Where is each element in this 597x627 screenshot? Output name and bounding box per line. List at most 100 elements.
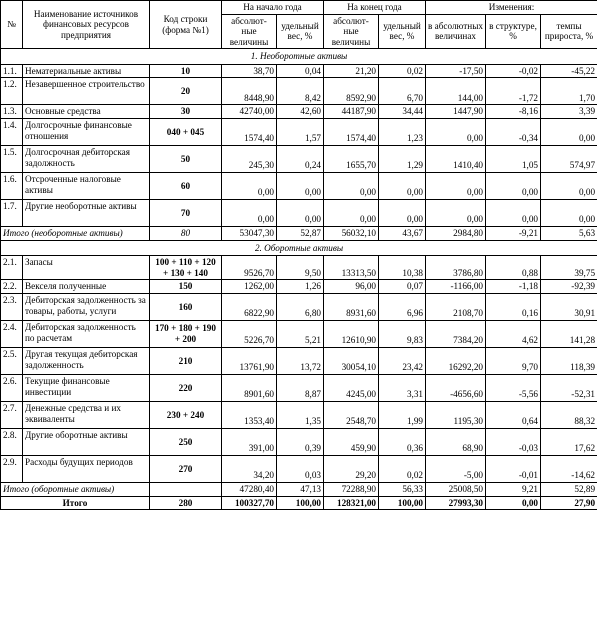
- value-cell: 0,00: [275, 172, 325, 201]
- value-cell: -0,03: [485, 427, 542, 456]
- value-cell: 68,90: [425, 427, 487, 456]
- header-cell: №: [0, 0, 23, 50]
- value-cell: 6,80: [275, 292, 325, 321]
- value-cell: 30,91: [540, 292, 597, 321]
- value-cell: 96,00: [323, 279, 380, 294]
- value-cell: 29,20: [323, 454, 380, 483]
- value-cell: 1574,40: [221, 118, 277, 147]
- value-cell: 88,32: [540, 400, 597, 429]
- value-cell: 574,97: [540, 145, 597, 174]
- section-row: 1. Необоротные активы: [0, 48, 597, 65]
- value-cell: 27993,30: [425, 495, 487, 511]
- row-name: Другие оборотные активы: [22, 427, 150, 456]
- value-cell: 27,90: [540, 495, 597, 511]
- row-name: Долгосрочная дебиторская задолжность: [22, 145, 150, 174]
- value-cell: 1655,70: [323, 145, 380, 174]
- value-cell: 6,96: [378, 292, 427, 321]
- value-cell: 1,26: [275, 279, 325, 294]
- value-cell: -5,56: [485, 373, 542, 402]
- data-row: 2.1. Запасы 100 + 110 + 120 + 130 + 140 952…: [0, 255, 597, 281]
- row-number: 1.1.: [0, 63, 23, 79]
- header-cell: удельный вес, %: [378, 13, 427, 50]
- header-cell: Код строки (форма №1): [149, 0, 222, 50]
- data-row: 1.3. Основные средства 30 42740,00 42,60 4418…: [0, 104, 597, 120]
- row-code: 160: [149, 292, 222, 321]
- value-cell: 8901,60: [221, 373, 277, 402]
- value-cell: 56032,10: [323, 226, 380, 241]
- value-cell: 1,23: [378, 118, 427, 147]
- row-code: 100 + 110 + 120 + 130 + 140: [149, 255, 222, 281]
- row-number: 1.7.: [0, 199, 23, 228]
- value-cell: 42740,00: [221, 104, 277, 120]
- data-row: 2.9. Расходы будущих периодов 270 34,20 0,03…: [0, 454, 597, 483]
- row-name: Нематериальные активы: [22, 63, 150, 79]
- value-cell: 0,00: [485, 199, 542, 228]
- row-code: 10: [149, 63, 222, 79]
- value-cell: 52,87: [275, 226, 325, 241]
- value-cell: 56,33: [378, 481, 427, 497]
- value-cell: 3786,80: [425, 255, 487, 281]
- value-cell: 0,00: [540, 172, 597, 201]
- header: № Наименование источников финансовых ресу…: [0, 0, 597, 50]
- value-cell: 8,87: [275, 373, 325, 402]
- value-cell: 0,00: [425, 118, 487, 147]
- grand-total-label: Итого: [0, 495, 150, 511]
- row-number: 2.6.: [0, 373, 23, 402]
- header-row: № Наименование источников финансовых ресу…: [0, 0, 597, 50]
- value-cell: 2548,70: [323, 400, 380, 429]
- header-group: На начало года: [220, 0, 325, 15]
- row-code: 220: [149, 373, 222, 402]
- row-code: 30: [149, 104, 222, 120]
- value-cell: 13,72: [275, 346, 325, 375]
- value-cell: 42,60: [275, 104, 325, 120]
- value-cell: 21,20: [323, 63, 380, 79]
- value-cell: 39,75: [540, 255, 597, 281]
- value-cell: 0,00: [425, 199, 487, 228]
- data-row: 2.4. Дебиторская задолженность по расчета…: [0, 319, 597, 348]
- value-cell: 0,00: [275, 199, 325, 228]
- grand-total-row: Итого 280 100327,70 100,00 128321,00 100,00 27…: [0, 495, 597, 511]
- value-cell: 52,89: [540, 481, 597, 497]
- value-cell: 13761,90: [221, 346, 277, 375]
- value-cell: 1447,90: [425, 104, 487, 120]
- value-cell: 1195,30: [425, 400, 487, 429]
- total-label: Итого (оборотные активы): [0, 481, 150, 497]
- value-cell: 0,39: [275, 427, 325, 456]
- value-cell: 1,35: [275, 400, 325, 429]
- row-number: 2.9.: [0, 454, 23, 483]
- row-code: 040 + 045: [149, 118, 222, 147]
- value-cell: 1,99: [378, 400, 427, 429]
- value-cell: 0,16: [485, 292, 542, 321]
- value-cell: 10,38: [378, 255, 427, 281]
- data-row: 1.6. Отсроченные налоговые активы 60 0,00 0,…: [0, 172, 597, 201]
- row-code: 210: [149, 346, 222, 375]
- value-cell: 0,00: [425, 172, 487, 201]
- value-cell: 9,21: [485, 481, 542, 497]
- value-cell: 0,00: [540, 118, 597, 147]
- value-cell: 44187,90: [323, 104, 380, 120]
- value-cell: -1,18: [485, 279, 542, 294]
- value-cell: 1262,00: [221, 279, 277, 294]
- row-number: 1.5.: [0, 145, 23, 174]
- header-group: Изменения:: [425, 0, 597, 15]
- value-cell: 245,30: [221, 145, 277, 174]
- row-number: 2.2.: [0, 279, 23, 294]
- value-cell: -14,62: [540, 454, 597, 483]
- value-cell: 8448,90: [221, 77, 277, 106]
- row-number: 1.2.: [0, 77, 23, 106]
- value-cell: 3,39: [540, 104, 597, 120]
- section-title: 1. Необоротные активы: [0, 48, 597, 65]
- row-name: Запасы: [22, 255, 150, 281]
- value-cell: 25008,50: [425, 481, 487, 497]
- value-cell: 0,64: [485, 400, 542, 429]
- data-row: 2.8. Другие оборотные активы 250 391,00 0,39…: [0, 427, 597, 456]
- value-cell: 100327,70: [221, 495, 277, 511]
- value-cell: 0,04: [275, 63, 325, 79]
- row-number: 2.7.: [0, 400, 23, 429]
- value-cell: 34,44: [378, 104, 427, 120]
- row-code: 150: [149, 279, 222, 294]
- data-row: 1.1. Нематериальные активы 10 38,70 0,04 21,2…: [0, 63, 597, 79]
- value-cell: 13313,50: [323, 255, 380, 281]
- value-cell: 47,13: [275, 481, 325, 497]
- row-number: 1.6.: [0, 172, 23, 201]
